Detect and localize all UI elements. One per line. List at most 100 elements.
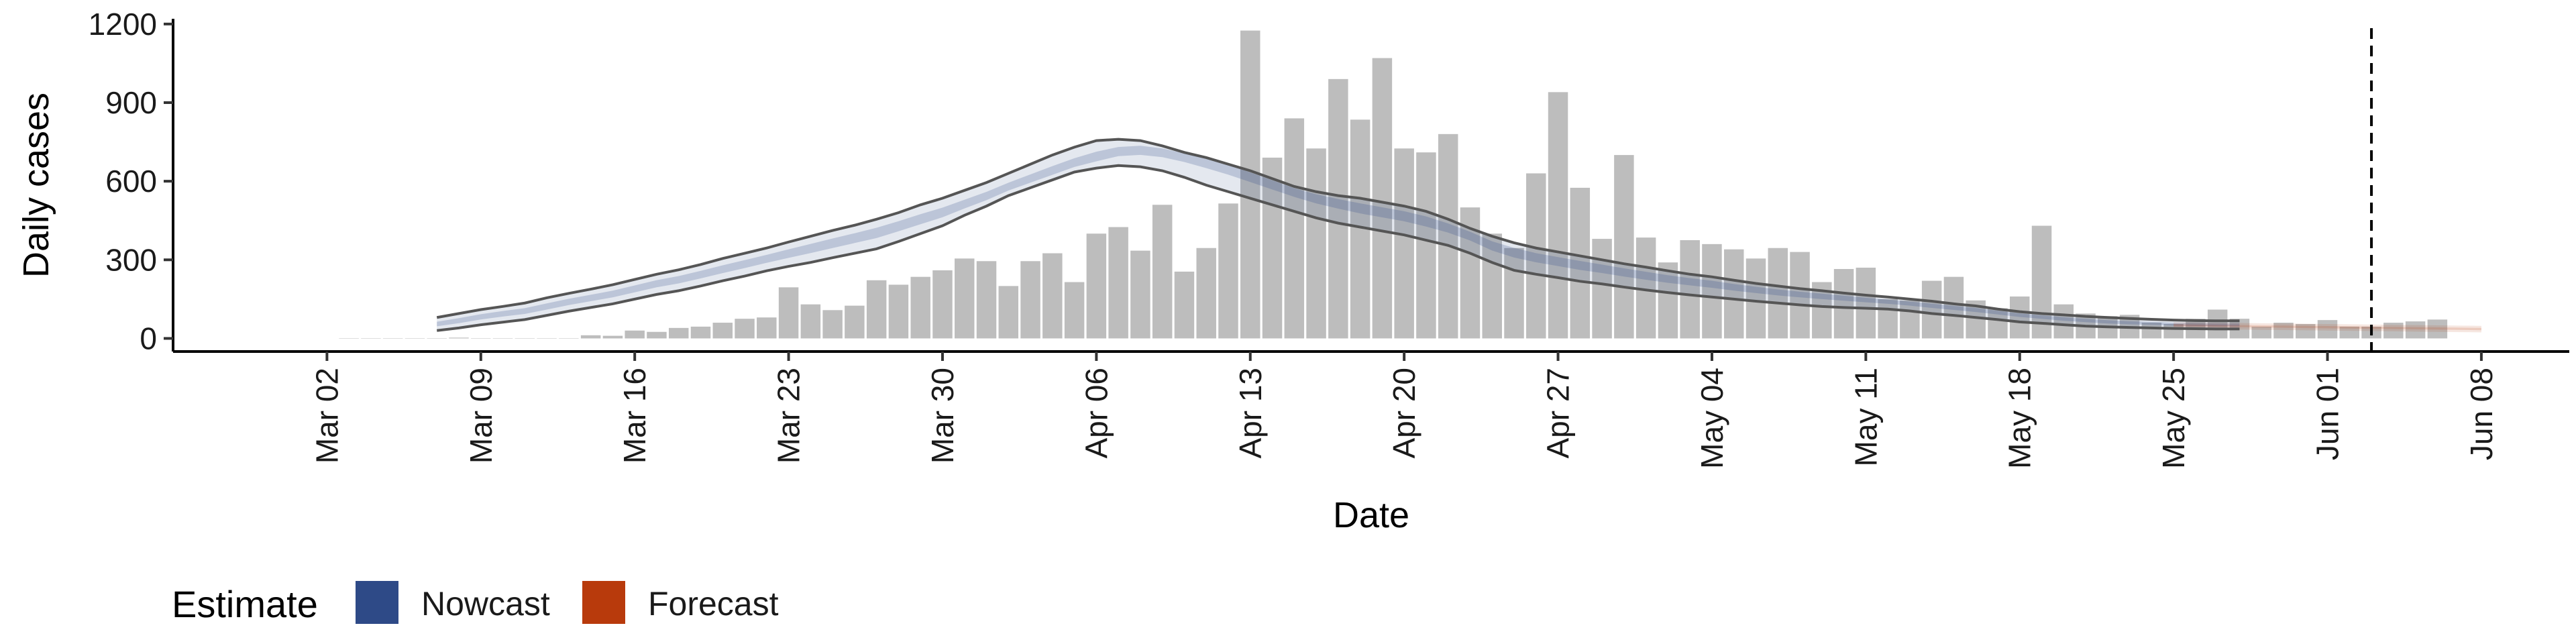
x-tick-label: Mar 02	[309, 368, 344, 464]
y-tick-label: 900	[105, 85, 157, 120]
case-bar	[1064, 282, 1085, 339]
case-bar	[1504, 248, 1524, 339]
y-tick-label: 300	[105, 242, 157, 277]
legend-label: Forecast	[648, 585, 779, 623]
legend: Estimate Nowcast Forecast	[172, 581, 779, 625]
x-axis-title: Date	[1333, 495, 1409, 535]
x-tick-label: Mar 30	[925, 368, 960, 464]
case-bar	[2317, 320, 2338, 339]
case-bar	[1086, 233, 1107, 339]
case-bar	[1438, 133, 1458, 339]
case-bar	[427, 338, 447, 339]
case-bar	[735, 319, 755, 339]
case-bar	[2339, 326, 2360, 339]
case-bar	[1988, 308, 2008, 339]
case-bar	[712, 323, 733, 339]
case-bar	[2009, 296, 2030, 339]
case-bar	[1196, 248, 1216, 339]
x-tick-label: Jun 08	[2464, 368, 2499, 460]
case-bar	[1900, 300, 1920, 339]
case-bar	[625, 330, 645, 339]
x-tick-label: Mar 09	[464, 368, 498, 464]
case-bar	[449, 337, 469, 339]
case-bar	[1548, 92, 1568, 339]
case-bar	[2383, 323, 2404, 339]
case-bar	[976, 261, 997, 339]
y-tick-label: 1200	[89, 7, 157, 42]
case-bar	[1130, 250, 1150, 339]
x-tick-label: May 25	[2156, 368, 2191, 469]
bands-layer	[437, 139, 2481, 333]
case-bar	[1943, 276, 1964, 339]
case-bar	[580, 335, 601, 339]
x-tick-label: May 18	[2002, 368, 2037, 469]
case-bar	[1614, 155, 1634, 339]
case-bar	[1723, 249, 1744, 339]
case-bar	[2273, 323, 2294, 339]
case-bar	[471, 338, 491, 339]
case-bar	[1372, 58, 1393, 339]
case-bar	[2427, 319, 2448, 339]
case-bar	[1262, 157, 1283, 339]
x-tick-label: Jun 01	[2310, 368, 2345, 460]
legend-swatch	[356, 581, 398, 624]
case-bar	[361, 338, 381, 339]
case-bar	[1416, 152, 1436, 339]
case-bar	[2251, 326, 2271, 339]
case-bar	[2405, 321, 2426, 339]
x-tick-label: Mar 23	[771, 368, 806, 464]
y-tick-label: 600	[105, 164, 157, 199]
case-bar	[1240, 30, 1260, 339]
y-tick-label: 0	[140, 321, 157, 356]
x-tick-label: Apr 27	[1541, 368, 1576, 459]
x-tick-label: May 11	[1848, 368, 1883, 466]
case-bar	[405, 338, 425, 339]
case-bar	[822, 310, 843, 339]
legend-title: Estimate	[172, 583, 318, 625]
nowcast-lower-line	[437, 164, 2240, 332]
x-tick-label: Apr 20	[1387, 368, 1421, 459]
case-bar	[668, 327, 689, 339]
case-bar	[1020, 261, 1040, 339]
nowcast-upper-line	[436, 138, 2240, 323]
case-bar	[1921, 280, 1942, 339]
case-bar	[602, 335, 623, 339]
case-bar	[492, 338, 513, 339]
case-bar	[2296, 323, 2316, 339]
x-axis-ticks: Mar 02 Mar 09 Mar 16 Mar 23 Mar 30 Apr 06 Apr …	[309, 352, 2499, 469]
case-bar	[2207, 309, 2228, 339]
case-bar	[932, 270, 953, 339]
case-bar	[1570, 187, 1591, 339]
case-bar	[955, 258, 975, 339]
case-bar	[1042, 253, 1063, 339]
case-bar	[2053, 304, 2074, 339]
case-bar	[1702, 244, 1722, 339]
legend-swatch	[582, 581, 625, 624]
forecast-outer-band	[2174, 322, 2481, 333]
case-bar	[757, 317, 777, 339]
case-bar	[1746, 258, 1766, 339]
case-bar	[537, 338, 557, 339]
case-bar	[1108, 227, 1128, 339]
case-bar	[559, 338, 579, 339]
case-bar	[647, 331, 667, 339]
forecast-inner-band	[2174, 324, 2481, 331]
case-bar	[382, 338, 403, 339]
case-bar	[1878, 299, 1898, 339]
case-bar	[1680, 240, 1700, 339]
x-tick-label: Apr 06	[1079, 368, 1114, 459]
case-bar	[1592, 239, 1612, 339]
case-bar	[778, 287, 799, 339]
x-tick-label: Mar 16	[617, 368, 652, 464]
y-axis-title: Daily cases	[16, 93, 56, 278]
legend-items: Nowcast Forecast	[356, 581, 779, 624]
case-bar	[1482, 233, 1502, 339]
case-bar	[1394, 148, 1414, 339]
case-bar	[690, 326, 711, 339]
case-bar	[1218, 203, 1238, 339]
case-bar	[1768, 248, 1788, 339]
case-bar	[515, 338, 535, 339]
legend-item-forecast: Forecast	[582, 581, 779, 624]
